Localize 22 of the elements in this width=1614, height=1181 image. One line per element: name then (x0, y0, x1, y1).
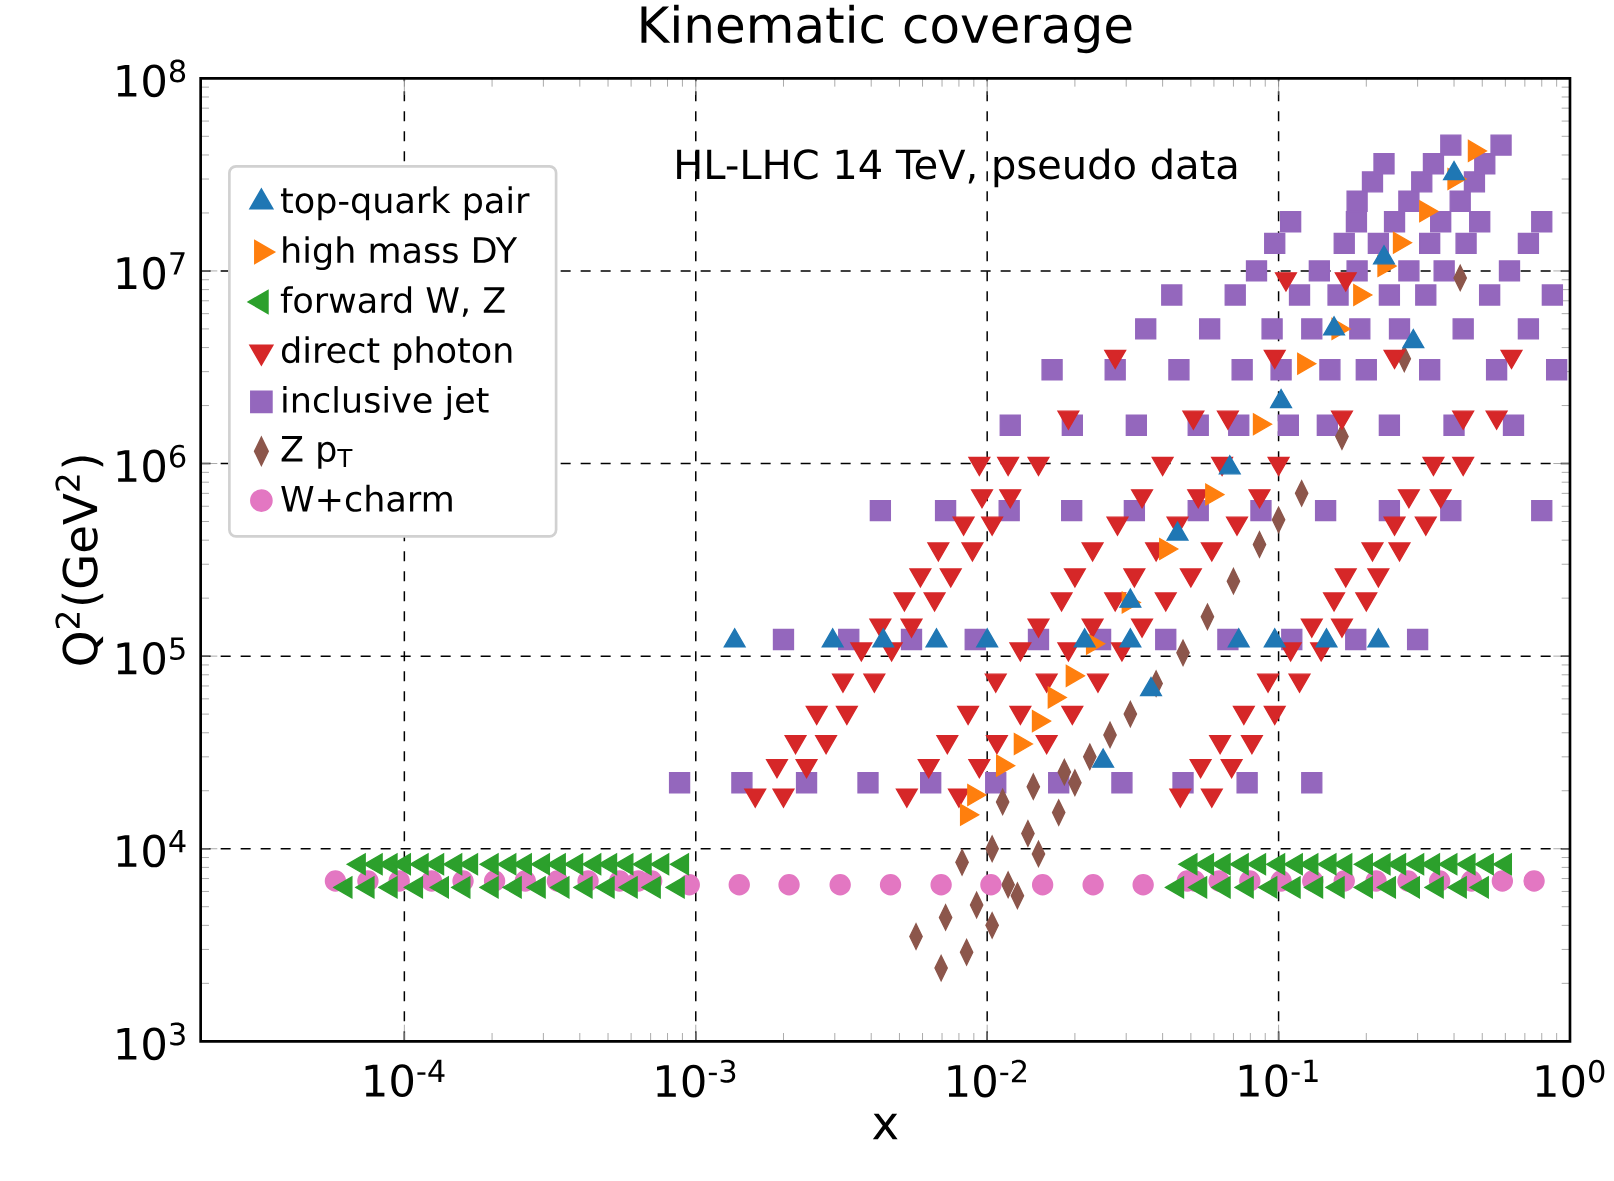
y-tick-label: 10$^{8}$ (117, 59, 186, 98)
x-tick-label: 10$^{-2}$ (948, 1059, 1026, 1098)
y-tick-label: 10$^{4}$ (117, 830, 186, 868)
annotation: HL-LHC 14 TeV, pseudo data (677, 148, 1237, 188)
legend-label: forward W, Z (280, 286, 505, 317)
y-tick-label: 10$^{7}$ (117, 252, 185, 290)
x-axis-title: x (872, 1113, 898, 1140)
legend-label: high mass DY (283, 236, 518, 271)
legend-label: Z p$_{T}$ (281, 435, 353, 469)
legend-label: top-quark pair (280, 186, 530, 221)
chart-title: Kinematic coverage (641, 4, 1132, 54)
y-tick-label: 10$^{5}$ (117, 637, 185, 675)
x-tick-label: 10$^{-1}$ (1239, 1059, 1318, 1098)
y-tick-label: 10$^{6}$ (117, 444, 186, 483)
legend-label: inclusive jet (283, 386, 489, 420)
y-axis-title: Q$^{2}$(GeV$^{2}$) (55, 456, 104, 665)
legend-label: direct photon (281, 336, 512, 370)
legend-label: W+charm (281, 484, 452, 512)
x-tick-label: 10$^{0}$ (1536, 1059, 1605, 1098)
x-tick-label: 10$^{-3}$ (657, 1059, 736, 1098)
x-tick-label: 10$^{-4}$ (365, 1059, 445, 1098)
y-tick-label: 10$^{3}$ (117, 1022, 185, 1061)
